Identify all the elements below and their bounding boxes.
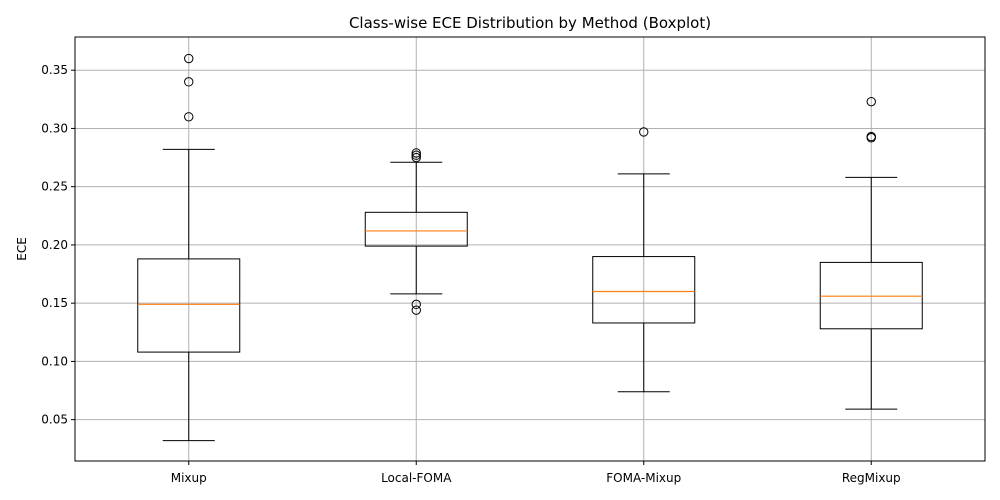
y-tick-label: 0.30 <box>41 121 68 135</box>
y-tick-label: 0.10 <box>41 354 68 368</box>
box-group-foma-mixup <box>592 127 696 393</box>
box-group-mixup <box>137 53 241 442</box>
y-tick-label: 0.35 <box>41 63 68 77</box>
outlier-point <box>184 112 194 122</box>
outlier-point <box>411 299 421 310</box>
y-tick-label: 0.05 <box>41 413 68 427</box>
iqr-box <box>592 256 696 324</box>
outlier-point <box>866 96 876 107</box>
x-tick-label: Mixup <box>171 471 207 485</box>
y-axis-label: ECE <box>15 237 29 261</box>
box-group-regmixup <box>819 96 923 410</box>
outlier-point <box>411 150 421 160</box>
outlier-point <box>184 77 194 87</box>
y-tick-label: 0.20 <box>41 238 68 252</box>
axis-ticks: 0.05 0.10 0.15 0.20 0.25 0.30 0.35 Mixup Local-F… <box>41 63 900 485</box>
x-tick-label: Local-FOMA <box>381 471 452 485</box>
y-tick-label: 0.15 <box>41 296 68 310</box>
outlier-point <box>411 305 421 315</box>
outlier-point <box>184 53 194 64</box>
box-layer <box>137 53 923 442</box>
x-tick-label: FOMA-Mixup <box>606 471 681 485</box>
grid-lines <box>75 37 985 461</box>
outlier-point <box>866 131 876 142</box>
outlier-point <box>411 152 421 163</box>
outlier-point <box>639 127 649 137</box>
box-group-local-foma <box>364 148 468 315</box>
iqr-box <box>137 258 241 353</box>
plot-area-frame <box>74 36 986 462</box>
outlier-point <box>411 148 421 158</box>
y-tick-label: 0.25 <box>41 180 68 194</box>
iqr-box <box>364 211 468 247</box>
x-tick-label: RegMixup <box>842 471 901 485</box>
chart-title: Class-wise ECE Distribution by Method (B… <box>349 14 711 32</box>
